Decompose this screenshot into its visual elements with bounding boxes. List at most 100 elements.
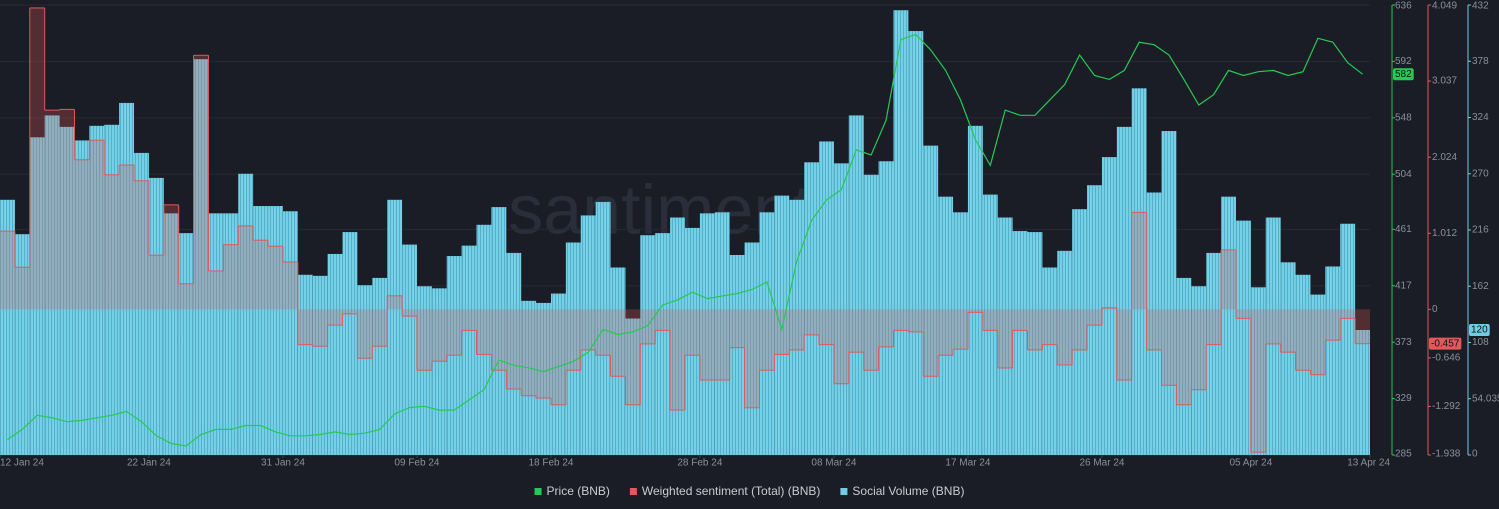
badge-bg: [1429, 337, 1462, 350]
sentiment-area: [1161, 309, 1177, 386]
x-tick-label: 28 Feb 24: [677, 458, 722, 469]
volume-bar: [74, 140, 90, 455]
volume-bar: [685, 227, 700, 455]
volume-bar: [819, 141, 834, 456]
volume-bar: [1042, 267, 1058, 455]
sentiment-area: [476, 309, 492, 355]
sentiment-area: [1116, 309, 1132, 380]
y-tick-label: -0.646: [1432, 353, 1461, 364]
volume-bar: [357, 285, 373, 455]
current-value-badge: 582: [1393, 68, 1414, 81]
sentiment-area: [1250, 309, 1266, 453]
legend-item: Weighted sentiment (Total) (BNB): [629, 484, 820, 498]
sentiment-area: [759, 309, 775, 371]
sentiment-area: [699, 309, 715, 380]
volume-bar: [774, 195, 790, 455]
sentiment-area: [238, 225, 254, 310]
volume-bar: [640, 235, 656, 455]
sentiment-area: [89, 140, 105, 310]
volume-bar: [595, 201, 611, 455]
sentiment-area: [640, 309, 656, 344]
sentiment-area: [729, 309, 745, 348]
volume-bar: [1295, 274, 1311, 455]
volume-bar: [1355, 330, 1370, 455]
volume-bar: [789, 199, 805, 455]
y-tick-label: 108: [1472, 337, 1489, 348]
volume-bar: [759, 212, 775, 455]
volume-bar: [89, 125, 105, 455]
sentiment-area: [1072, 309, 1088, 350]
sentiment-area: [714, 309, 730, 380]
volume-bar: [297, 274, 313, 455]
y-tick-label: 162: [1472, 281, 1489, 292]
sentiment-area: [1101, 307, 1117, 310]
x-tick-label: 22 Jan 24: [127, 458, 171, 469]
volume-bar: [550, 293, 566, 455]
volume-bar: [461, 245, 477, 455]
volume-bar: [1265, 217, 1281, 455]
sentiment-area: [312, 309, 328, 347]
current-value-badge: -0.457: [1429, 337, 1462, 350]
sentiment-area: [1221, 249, 1236, 310]
volume-bar: [148, 177, 164, 455]
y-tick-label: 592: [1395, 56, 1412, 67]
sentiment-area: [997, 309, 1013, 368]
y-tick-label: 636: [1395, 1, 1412, 12]
sentiment-area: [357, 309, 373, 359]
volume-bar: [119, 102, 135, 456]
volume-bar: [1206, 252, 1222, 455]
volume-bar: [655, 233, 671, 455]
sentiment-area: [431, 309, 447, 362]
volume-bar: [1161, 131, 1177, 455]
volume-bar: [1235, 220, 1251, 455]
y-tick-label: 285: [1395, 449, 1412, 460]
sentiment-area: [1280, 309, 1296, 353]
y-tick-label: 1.012: [1432, 228, 1457, 239]
sentiment-area: [387, 295, 403, 310]
sentiment-area: [506, 309, 522, 390]
sentiment-area: [521, 309, 537, 396]
x-tick-label: 26 Mar 24: [1079, 458, 1124, 469]
volume-bar: [938, 196, 954, 455]
volume-bar: [565, 242, 581, 455]
volume-bar: [327, 253, 343, 455]
volume-bar: [1116, 126, 1132, 455]
sentiment-area: [104, 174, 120, 310]
volume-bar: [863, 174, 879, 455]
price-line: [7, 33, 1363, 447]
sentiment-area: [580, 309, 596, 350]
sentiment-area: [163, 204, 179, 310]
sentiment-area: [461, 309, 477, 331]
volume-bar: [44, 115, 60, 456]
volume-bar: [223, 213, 239, 455]
volume-bar: [104, 124, 120, 456]
x-tick-label: 18 Feb 24: [528, 458, 573, 469]
volume-bar: [923, 145, 939, 455]
sentiment-area: [1325, 309, 1341, 341]
volume-bar: [163, 213, 179, 455]
volume-bar: [1027, 232, 1043, 455]
volume-bar: [312, 275, 328, 455]
x-tick-label: 17 Mar 24: [945, 458, 990, 469]
badge-label: 582: [1395, 69, 1412, 80]
volume-bar: [699, 213, 715, 455]
volume-bar: [208, 213, 224, 455]
sentiment-area: [1087, 309, 1102, 326]
y-tick-label: 432: [1472, 1, 1489, 12]
y-tick-label: 54.035: [1472, 393, 1499, 404]
sentiment-area: [223, 244, 239, 310]
legend: Price (BNB) Weighted sentiment (Total) (B…: [534, 484, 964, 498]
volume-bar: [193, 59, 209, 456]
legend-label: Price (BNB): [547, 484, 610, 498]
sentiment-area: [565, 309, 581, 371]
y-tick-label: 4.049: [1432, 1, 1457, 12]
sentiment-area: [446, 309, 462, 356]
sentiment-area: [208, 271, 224, 310]
badge-bg: [1393, 68, 1414, 81]
y-tick-label: 417: [1395, 280, 1412, 291]
sentiment-area: [610, 309, 626, 377]
sentiment-area: [14, 267, 30, 310]
sentiment-area: [1340, 309, 1356, 319]
y-tick-label: 0: [1472, 449, 1478, 460]
volume-bar: [0, 199, 15, 455]
